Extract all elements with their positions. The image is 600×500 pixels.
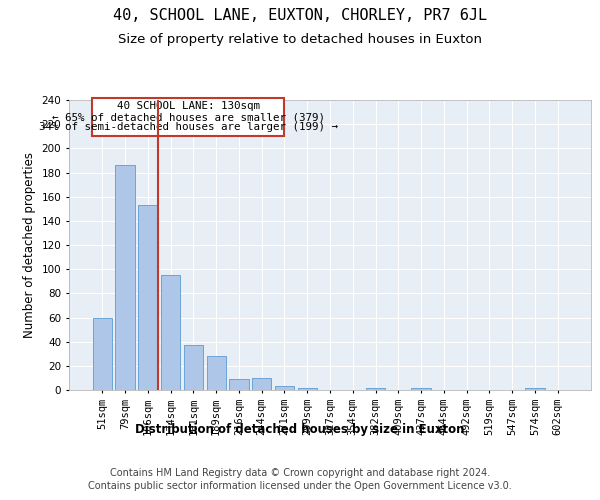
- Bar: [252, 378, 271, 390]
- Bar: [525, 388, 545, 390]
- Bar: [93, 318, 112, 390]
- FancyBboxPatch shape: [92, 98, 284, 136]
- Text: Contains public sector information licensed under the Open Government Licence v3: Contains public sector information licen…: [88, 481, 512, 491]
- Bar: [298, 388, 317, 390]
- Text: 40 SCHOOL LANE: 130sqm: 40 SCHOOL LANE: 130sqm: [117, 101, 260, 111]
- Bar: [161, 275, 181, 390]
- Text: Contains HM Land Registry data © Crown copyright and database right 2024.: Contains HM Land Registry data © Crown c…: [110, 468, 490, 477]
- Bar: [115, 166, 135, 390]
- Bar: [275, 386, 294, 390]
- Text: ← 65% of detached houses are smaller (379): ← 65% of detached houses are smaller (37…: [52, 112, 325, 122]
- Bar: [366, 388, 385, 390]
- Bar: [184, 346, 203, 390]
- Bar: [138, 205, 158, 390]
- Text: Distribution of detached houses by size in Euxton: Distribution of detached houses by size …: [135, 422, 465, 436]
- Bar: [229, 379, 248, 390]
- Text: 34% of semi-detached houses are larger (199) →: 34% of semi-detached houses are larger (…: [39, 122, 338, 132]
- Bar: [206, 356, 226, 390]
- Y-axis label: Number of detached properties: Number of detached properties: [23, 152, 36, 338]
- Text: 40, SCHOOL LANE, EUXTON, CHORLEY, PR7 6JL: 40, SCHOOL LANE, EUXTON, CHORLEY, PR7 6J…: [113, 8, 487, 22]
- Text: Size of property relative to detached houses in Euxton: Size of property relative to detached ho…: [118, 32, 482, 46]
- Bar: [412, 388, 431, 390]
